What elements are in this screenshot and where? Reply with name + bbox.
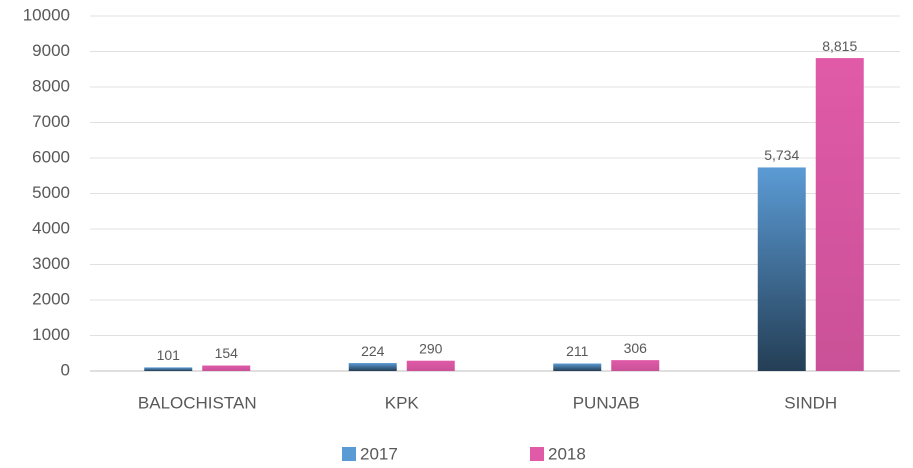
value-label: 224 — [361, 343, 385, 359]
y-tick-label: 9000 — [32, 41, 70, 60]
y-tick-label: 7000 — [32, 112, 70, 131]
bar — [348, 363, 397, 371]
bar — [815, 58, 864, 371]
legend-label: 2017 — [360, 444, 398, 463]
y-tick-label: 4000 — [32, 218, 70, 237]
bar — [202, 365, 251, 371]
bar — [406, 360, 455, 371]
legend-label: 2018 — [548, 444, 586, 463]
bar — [757, 167, 806, 371]
x-tick-label: SINDH — [784, 393, 837, 412]
value-label: 5,734 — [764, 147, 799, 163]
x-tick-label: BALOCHISTAN — [138, 393, 257, 412]
y-tick-label: 8000 — [32, 76, 70, 95]
legend-swatch — [530, 447, 544, 461]
value-label: 211 — [566, 343, 589, 359]
bar — [144, 367, 193, 371]
x-tick-label: KPK — [385, 393, 420, 412]
value-label: 306 — [624, 340, 648, 356]
y-tick-label: 3000 — [32, 254, 70, 273]
value-label: 290 — [419, 340, 443, 356]
bar — [553, 363, 602, 371]
y-tick-label: 0 — [61, 360, 70, 379]
bar — [611, 360, 660, 371]
y-tick-label: 6000 — [32, 147, 70, 166]
y-tick-label: 1000 — [32, 325, 70, 344]
y-tick-label: 10000 — [23, 5, 70, 24]
value-label: 101 — [157, 347, 181, 363]
y-tick-label: 5000 — [32, 183, 70, 202]
y-tick-label: 2000 — [32, 289, 70, 308]
x-tick-label: PUNJAB — [573, 393, 640, 412]
value-label: 154 — [215, 345, 239, 361]
value-label: 8,815 — [822, 38, 857, 54]
legend-swatch — [342, 447, 356, 461]
